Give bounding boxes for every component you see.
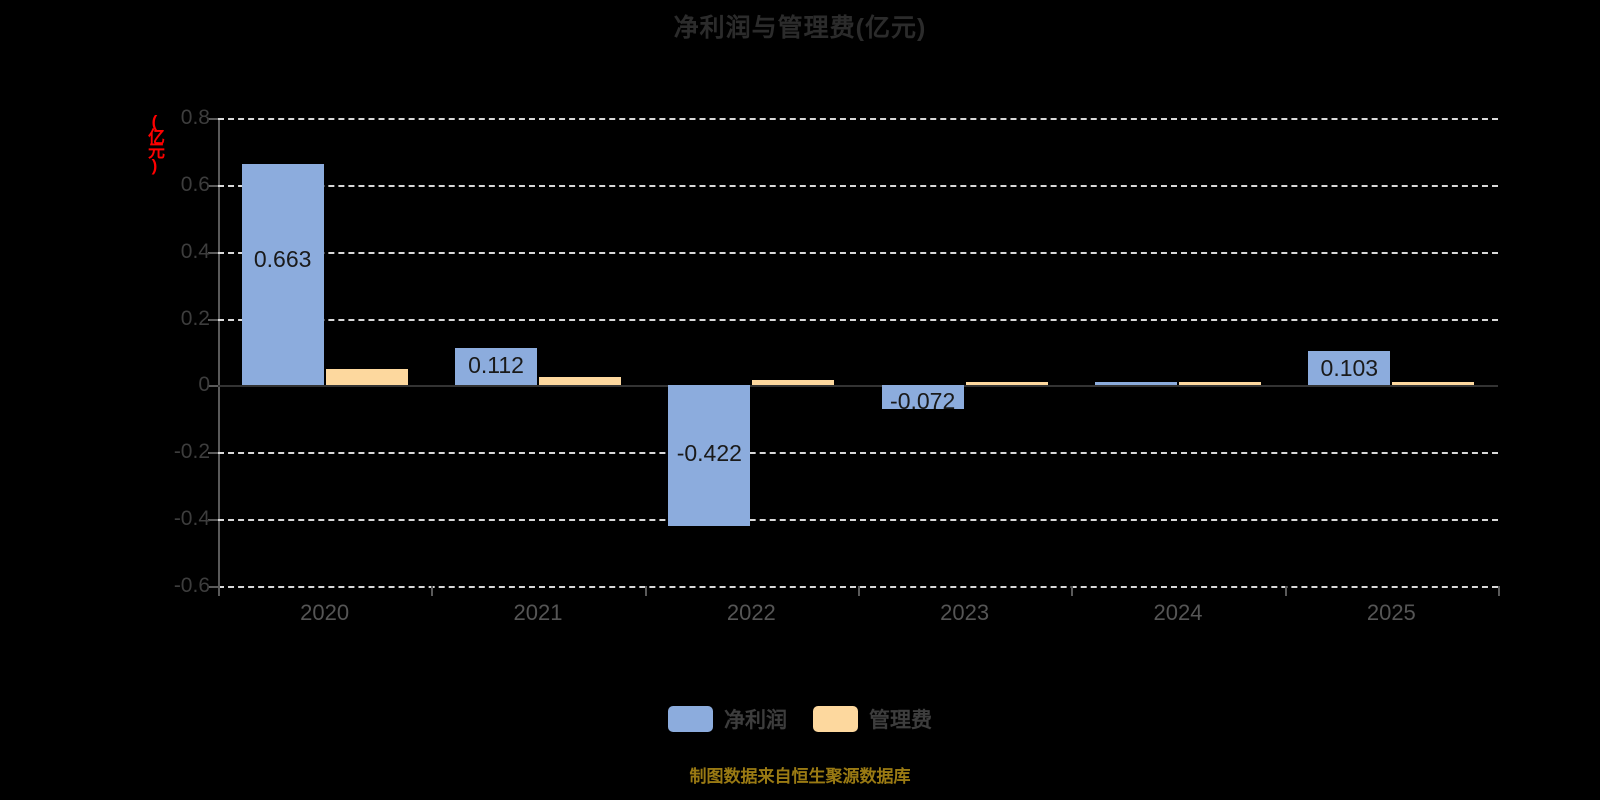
y-tick-label: 0 bbox=[198, 373, 210, 397]
y-tick-label: -0.4 bbox=[173, 507, 210, 531]
y-tick-mark bbox=[208, 251, 218, 254]
bar-管理费-2022[interactable] bbox=[752, 380, 835, 386]
bar-value-label-2025: 0.103 bbox=[1320, 354, 1379, 381]
y-axis-unit-label: (亿元) bbox=[145, 112, 164, 172]
bar-净利润-2020[interactable] bbox=[241, 163, 324, 386]
gridline bbox=[218, 184, 1498, 187]
bar-净利润-2021[interactable] bbox=[455, 347, 537, 386]
bar-value-label-2021: 0.112 bbox=[468, 351, 524, 378]
legend-item-管理费[interactable]: 管理费 bbox=[813, 704, 932, 734]
x-tick-label-2025: 2025 bbox=[1366, 600, 1416, 625]
legend-label: 管理费 bbox=[869, 709, 932, 732]
x-tick-mark bbox=[218, 586, 220, 596]
bar-管理费-2024[interactable] bbox=[1179, 382, 1261, 386]
x-tick-mark bbox=[1071, 586, 1074, 596]
y-tick-label: 0.2 bbox=[180, 306, 210, 330]
y-tick-label: -0.6 bbox=[173, 574, 210, 597]
gridline bbox=[218, 452, 1498, 455]
plot-area bbox=[218, 118, 1498, 588]
x-tick-label-2022: 2022 bbox=[726, 600, 776, 625]
bar-value-label-2022: -0.422 bbox=[676, 439, 742, 466]
gridline bbox=[218, 519, 1498, 522]
gridline bbox=[218, 318, 1498, 321]
bar-净利润-2024[interactable] bbox=[1095, 382, 1177, 386]
y-tick-mark bbox=[208, 184, 218, 187]
x-tick-label-2020: 2020 bbox=[300, 600, 350, 625]
bar-value-label-2020: 0.663 bbox=[253, 245, 312, 272]
x-tick-mark bbox=[431, 586, 434, 596]
y-tick-mark bbox=[208, 318, 218, 321]
x-tick-mark bbox=[1498, 586, 1500, 596]
zero-line bbox=[218, 385, 1498, 388]
bar-value-label-2023: -0.072 bbox=[890, 388, 956, 415]
bar-管理费-2023[interactable] bbox=[965, 382, 1048, 386]
legend-label: 净利润 bbox=[724, 709, 787, 732]
gridline bbox=[218, 251, 1498, 254]
legend-swatch-icon bbox=[813, 706, 858, 732]
chart-legend: 净利润 管理费 bbox=[0, 704, 1600, 734]
y-tick-label: 0.4 bbox=[180, 239, 210, 263]
bar-净利润-2022[interactable] bbox=[668, 385, 751, 527]
x-tick-mark bbox=[1284, 586, 1287, 596]
x-tick-mark bbox=[858, 586, 860, 596]
legend-item-净利润[interactable]: 净利润 bbox=[668, 704, 787, 734]
y-tick-mark bbox=[208, 519, 218, 522]
x-tick-mark bbox=[644, 586, 647, 596]
bar-管理费-2025[interactable] bbox=[1392, 382, 1475, 386]
page-title: 净利润与管理费(亿元) bbox=[673, 14, 927, 42]
bar-管理费-2021[interactable] bbox=[539, 376, 621, 386]
x-tick-label-2021: 2021 bbox=[513, 600, 563, 625]
y-tick-mark bbox=[208, 385, 218, 388]
x-tick-label-2023: 2023 bbox=[940, 600, 990, 625]
y-tick-label: 0.6 bbox=[180, 172, 210, 196]
x-tick-label-2024: 2024 bbox=[1153, 600, 1203, 625]
gridline bbox=[218, 118, 1498, 120]
y-tick-mark bbox=[208, 452, 218, 455]
y-tick-label: -0.2 bbox=[173, 440, 210, 464]
y-tick-mark bbox=[208, 586, 218, 588]
bar-管理费-2020[interactable] bbox=[325, 369, 408, 386]
bar-净利润-2023[interactable] bbox=[881, 385, 964, 410]
footer-source-note: 制图数据来自恒生聚源数据库 bbox=[689, 767, 911, 786]
bar-净利润-2025[interactable] bbox=[1308, 350, 1391, 386]
y-axis-spine bbox=[218, 118, 220, 586]
y-tick-label: 0.8 bbox=[180, 106, 210, 129]
legend-swatch-icon bbox=[668, 706, 713, 732]
y-tick-mark bbox=[208, 118, 218, 120]
